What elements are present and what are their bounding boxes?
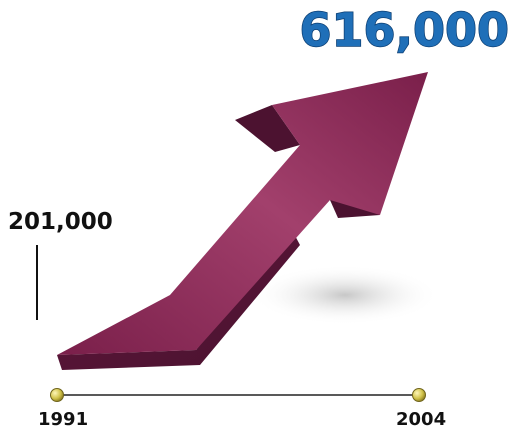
marker-2004: [412, 388, 426, 402]
end-value-label: 616,000: [299, 3, 509, 57]
arrow-body: [57, 72, 428, 355]
arrow-head-side-left: [235, 105, 300, 152]
arrow-shaft-side: [57, 230, 300, 370]
marker-1991: [50, 388, 64, 402]
x-tick-1991: 1991: [38, 409, 88, 430]
arrow-shadow: [250, 265, 440, 325]
start-value-label: 201,000: [8, 209, 113, 235]
x-tick-2004: 2004: [396, 409, 446, 430]
